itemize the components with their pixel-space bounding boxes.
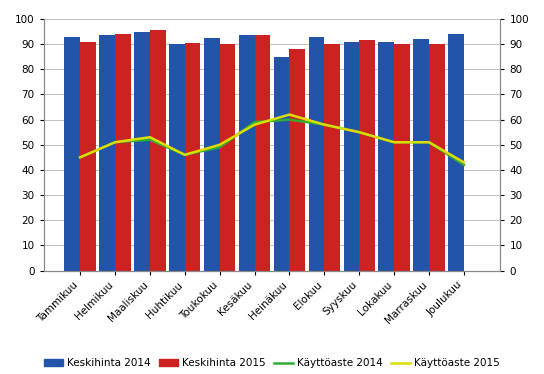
Bar bbox=[255, 36, 270, 270]
Bar bbox=[220, 44, 236, 270]
Käyttöaste 2014 bbox=[426, 140, 432, 144]
Bar bbox=[64, 37, 80, 270]
Käyttöaste 2015 bbox=[251, 122, 258, 127]
Käyttöaste 2015 bbox=[321, 122, 327, 127]
Bar bbox=[324, 44, 340, 270]
Bar bbox=[115, 34, 131, 270]
Käyttöaste 2015 bbox=[182, 153, 188, 157]
Bar bbox=[239, 36, 255, 270]
Bar bbox=[308, 37, 324, 270]
Bar bbox=[359, 40, 375, 270]
Bar bbox=[169, 44, 185, 270]
Käyttöaste 2015 bbox=[286, 112, 293, 117]
Line: Käyttöaste 2015: Käyttöaste 2015 bbox=[80, 114, 464, 162]
Käyttöaste 2014 bbox=[77, 155, 83, 160]
Bar bbox=[429, 44, 444, 270]
Bar bbox=[185, 43, 201, 270]
Käyttöaste 2015 bbox=[147, 135, 153, 140]
Bar bbox=[150, 30, 165, 270]
Käyttöaste 2015 bbox=[217, 142, 223, 147]
Bar bbox=[379, 42, 394, 270]
Käyttöaste 2015 bbox=[77, 155, 83, 160]
Bar bbox=[80, 42, 96, 270]
Käyttöaste 2014 bbox=[147, 138, 153, 142]
Legend: Keskihinta 2014, Keskihinta 2015, Käyttöaste 2014, Käyttöaste 2015: Keskihinta 2014, Keskihinta 2015, Käyttö… bbox=[40, 354, 504, 373]
Bar bbox=[134, 31, 150, 270]
Käyttöaste 2014 bbox=[251, 120, 258, 125]
Bar bbox=[343, 42, 359, 270]
Käyttöaste 2015 bbox=[391, 140, 397, 144]
Käyttöaste 2014 bbox=[112, 140, 118, 144]
Käyttöaste 2015 bbox=[112, 140, 118, 144]
Bar bbox=[274, 57, 289, 270]
Käyttöaste 2015 bbox=[356, 130, 362, 134]
Käyttöaste 2014 bbox=[391, 140, 397, 144]
Käyttöaste 2014 bbox=[461, 163, 467, 167]
Käyttöaste 2015 bbox=[426, 140, 432, 144]
Käyttöaste 2014 bbox=[286, 117, 293, 122]
Käyttöaste 2014 bbox=[217, 145, 223, 150]
Line: Käyttöaste 2014: Käyttöaste 2014 bbox=[80, 120, 464, 165]
Käyttöaste 2015 bbox=[461, 160, 467, 165]
Bar bbox=[413, 39, 429, 270]
Käyttöaste 2014 bbox=[321, 122, 327, 127]
Käyttöaste 2014 bbox=[356, 130, 362, 134]
Bar bbox=[394, 44, 410, 270]
Käyttöaste 2014 bbox=[182, 153, 188, 157]
Bar bbox=[289, 49, 305, 270]
Bar bbox=[204, 38, 220, 270]
Bar bbox=[100, 36, 115, 270]
Bar bbox=[448, 34, 464, 270]
